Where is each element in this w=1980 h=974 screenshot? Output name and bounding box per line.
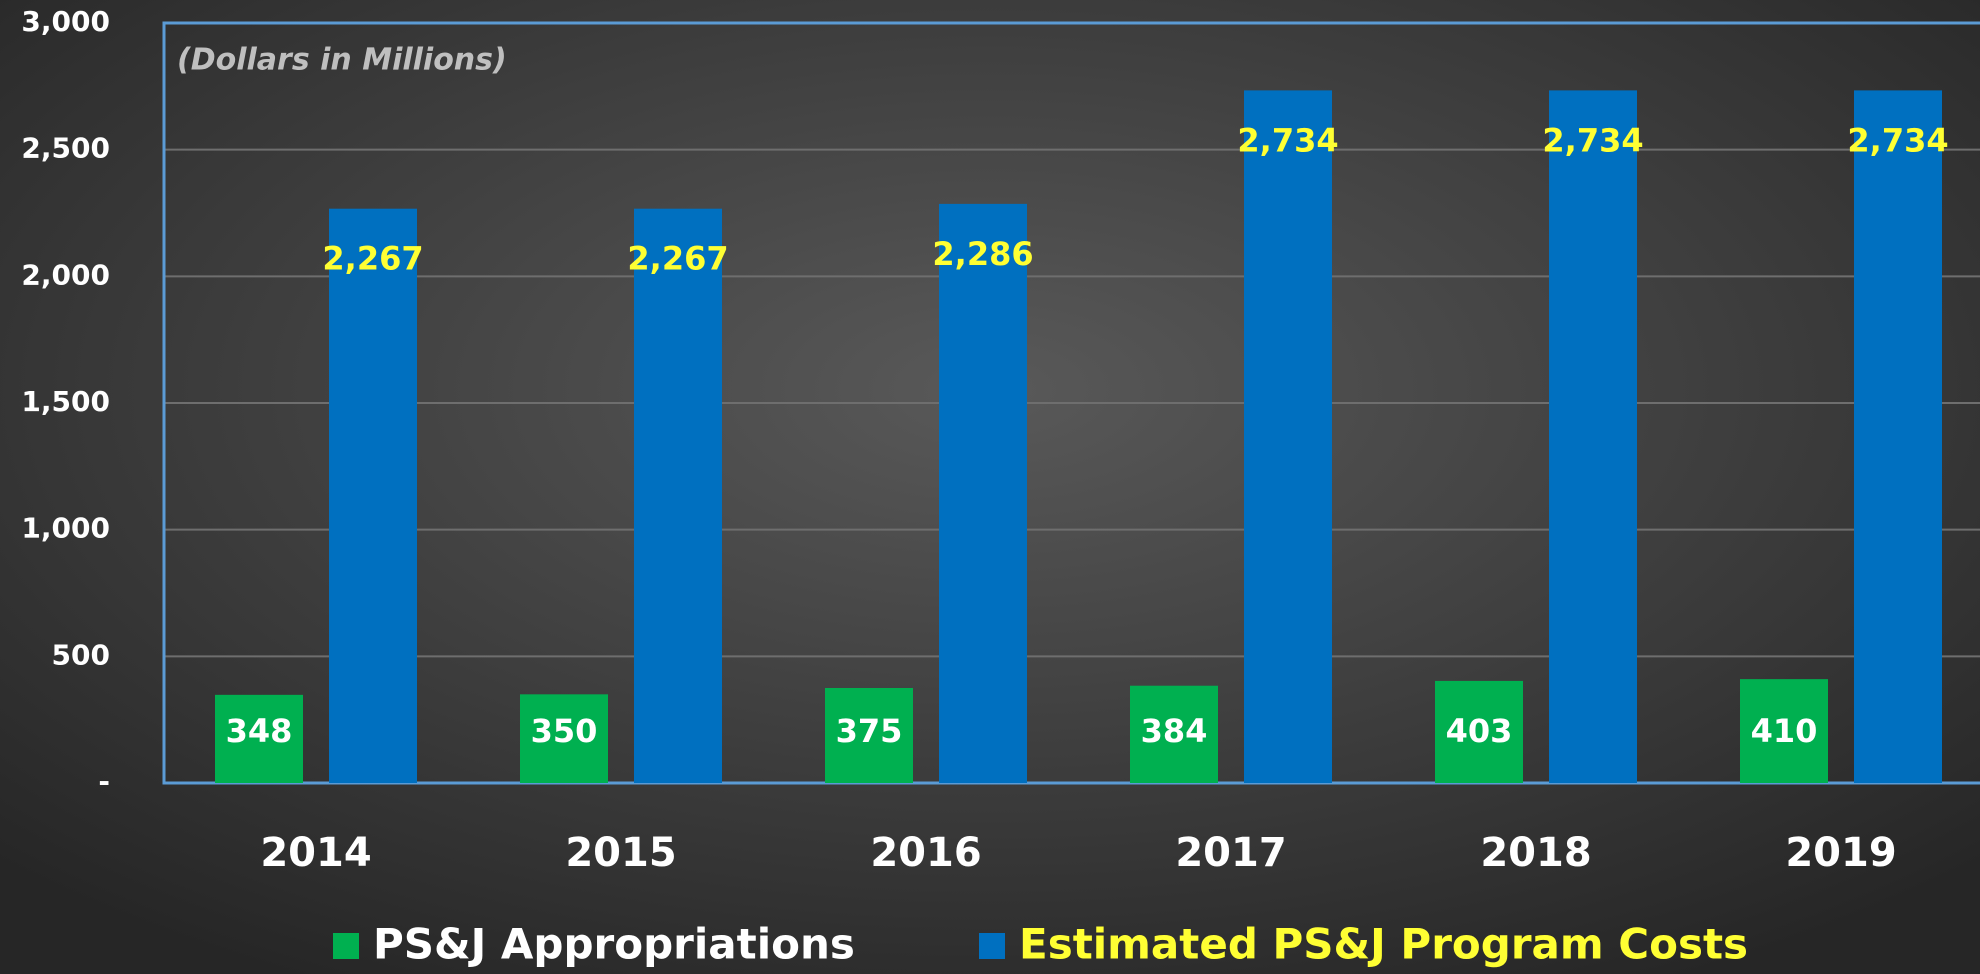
x-tick-label: 2019 bbox=[1785, 830, 1896, 876]
x-tick-label: 2015 bbox=[565, 830, 676, 876]
data-label: 350 bbox=[531, 712, 598, 750]
data-label: 403 bbox=[1446, 712, 1513, 750]
data-label: 375 bbox=[836, 712, 903, 750]
data-label: 2,286 bbox=[932, 235, 1033, 273]
bar bbox=[520, 694, 608, 783]
data-label: 2,734 bbox=[1237, 121, 1338, 159]
bar bbox=[634, 208, 722, 783]
y-tick-label: 3,000 bbox=[21, 5, 110, 38]
bar bbox=[1854, 90, 1942, 784]
legend-label: PS&J Appropriations bbox=[373, 920, 855, 969]
y-tick-label: 2,500 bbox=[21, 132, 110, 165]
x-tick-label: 2014 bbox=[260, 830, 371, 876]
legend-label: Estimated PS&J Program Costs bbox=[1019, 920, 1748, 969]
bar bbox=[1130, 685, 1218, 783]
bar bbox=[329, 208, 417, 783]
bar bbox=[825, 688, 913, 783]
bar bbox=[215, 694, 303, 783]
x-tick-label: 2018 bbox=[1480, 830, 1591, 876]
data-label: 348 bbox=[226, 712, 293, 750]
bar bbox=[939, 203, 1027, 783]
y-tick-label: 2,000 bbox=[21, 258, 110, 291]
x-tick-label: 2016 bbox=[870, 830, 981, 876]
bar bbox=[1244, 90, 1332, 784]
bar bbox=[1740, 679, 1828, 783]
data-label: 384 bbox=[1141, 712, 1208, 750]
subtitle: (Dollars in Millions) bbox=[177, 43, 507, 78]
legend-swatch bbox=[333, 933, 359, 959]
y-tick-label: 500 bbox=[52, 638, 110, 671]
bar bbox=[1435, 680, 1523, 783]
y-tick-label: 1,500 bbox=[21, 385, 110, 418]
data-label: 2,267 bbox=[627, 240, 728, 278]
data-label: 2,734 bbox=[1847, 121, 1948, 159]
x-tick-label: 2017 bbox=[1175, 830, 1286, 876]
y-tick-label: 1,000 bbox=[21, 512, 110, 545]
bar bbox=[1549, 90, 1637, 784]
data-label: 2,267 bbox=[322, 240, 423, 278]
plot-border bbox=[162, 21, 1980, 785]
data-label: 2,734 bbox=[1542, 121, 1643, 159]
data-label: 410 bbox=[1751, 712, 1818, 750]
y-tick-label: - bbox=[98, 765, 110, 798]
legend-swatch bbox=[979, 933, 1005, 959]
